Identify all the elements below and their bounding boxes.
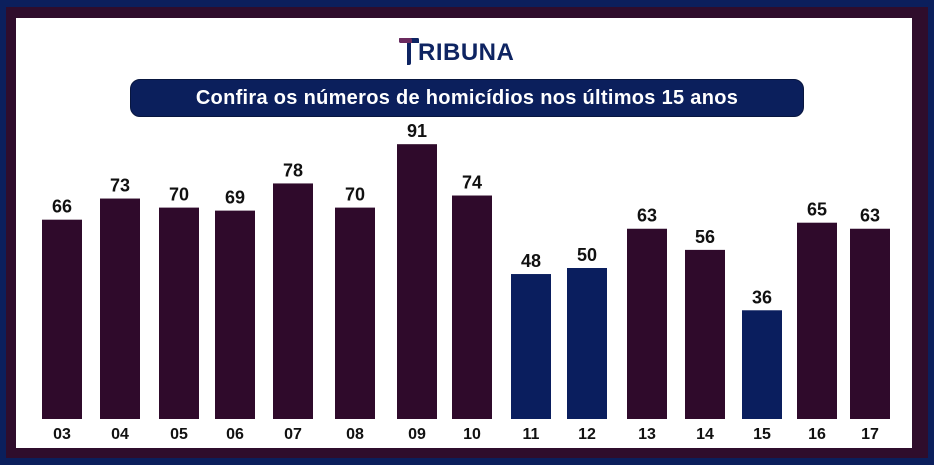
bar-12	[567, 268, 607, 419]
value-label-10: 74	[462, 173, 482, 193]
chart-title: Confira os números de homicídios nos últ…	[195, 86, 739, 109]
value-label-05: 70	[169, 185, 189, 205]
bar-10	[452, 195, 492, 419]
bar-14	[685, 249, 725, 419]
bar-11	[511, 274, 551, 419]
category-label-04: 04	[111, 426, 129, 443]
value-label-07: 78	[283, 160, 303, 180]
value-label-06: 69	[225, 188, 245, 208]
bar-08	[335, 207, 375, 419]
value-label-11: 48	[521, 251, 541, 271]
category-label-17: 17	[861, 426, 879, 443]
category-label-10: 10	[463, 426, 481, 443]
title-banner: Confira os números de homicídios nos últ…	[130, 79, 804, 117]
category-label-08: 08	[346, 426, 364, 443]
bar-09	[397, 144, 437, 419]
category-label-14: 14	[696, 426, 714, 443]
logo-text: RIBUNA	[418, 39, 515, 66]
category-label-16: 16	[808, 426, 826, 443]
tribuna-logo: RIBUNA	[398, 36, 514, 66]
value-label-16: 65	[807, 200, 827, 220]
value-label-03: 66	[52, 197, 72, 217]
value-label-09: 91	[407, 121, 427, 141]
value-label-15: 36	[752, 287, 772, 307]
bar-06	[215, 210, 255, 419]
bar-16	[797, 222, 837, 419]
bar-03	[42, 219, 82, 419]
bar-04	[100, 198, 140, 419]
category-label-05: 05	[170, 426, 188, 443]
value-label-14: 56	[695, 227, 715, 247]
category-label-12: 12	[578, 426, 596, 443]
bar-17	[850, 228, 890, 419]
category-label-13: 13	[638, 426, 656, 443]
bar-05	[159, 207, 199, 419]
tribuna-t-icon	[399, 38, 419, 65]
value-label-08: 70	[345, 185, 365, 205]
value-label-12: 50	[577, 245, 597, 265]
category-label-06: 06	[226, 426, 244, 443]
category-label-03: 03	[53, 426, 71, 443]
value-label-13: 63	[637, 206, 657, 226]
bar-13	[627, 228, 667, 419]
bar-07	[273, 183, 313, 419]
value-label-17: 63	[860, 206, 880, 226]
value-label-04: 73	[110, 176, 130, 196]
category-label-09: 09	[408, 426, 426, 443]
category-label-07: 07	[284, 426, 302, 443]
category-label-15: 15	[753, 426, 771, 443]
category-label-11: 11	[523, 426, 540, 443]
bar-15	[742, 310, 782, 419]
